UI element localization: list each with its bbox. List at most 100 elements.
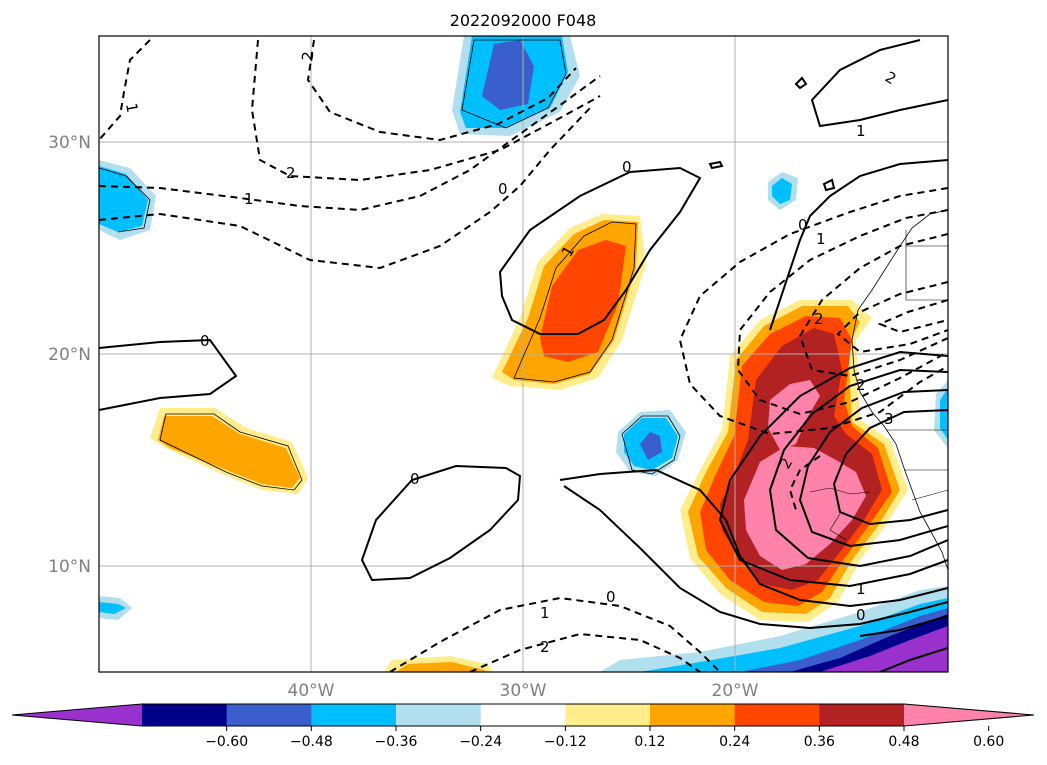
contour-label: 2: [286, 164, 296, 182]
contour-label: 2: [856, 376, 866, 394]
colorbar-segment: [396, 704, 482, 726]
dashed-contour-a: [99, 39, 151, 141]
colorbar-tick-label: −0.24: [459, 734, 502, 750]
thin-contour-north: [461, 39, 567, 129]
contour-label: 1: [856, 122, 866, 140]
anomaly-patch-north-core: [482, 40, 534, 110]
colorbar-segment: [734, 704, 820, 726]
anomaly-patch-central-core: [540, 240, 626, 362]
contour-label: 0: [410, 470, 420, 488]
map-frame: [98, 35, 949, 673]
solid-contour-east-top: [769, 159, 948, 331]
thin-contour-central: [513, 221, 637, 383]
dashed-contour-g: [736, 209, 948, 416]
latitude-labels: 30°N 20°N 10°N: [48, 133, 91, 577]
anomaly-patch-edge-west-core: [99, 602, 126, 614]
colorbar-segment: [819, 704, 905, 726]
dashed-contour-b: [306, 39, 577, 142]
contour-label: 2: [298, 50, 317, 63]
colorbar-segment: [480, 704, 566, 726]
colorbar-extend-low: [12, 704, 142, 726]
solid-contour-corner-2: [879, 647, 948, 672]
anomaly-corner-se-5: [820, 626, 948, 672]
solid-contours: [99, 39, 948, 672]
colorbar-tick-label: 0.12: [634, 734, 665, 750]
colorbar-tick-label: −0.48: [290, 734, 333, 750]
map-title: 2022092000 F048: [450, 11, 597, 30]
colorbar-tick-label: −0.36: [375, 734, 418, 750]
colorbar-segment: [311, 704, 397, 726]
solid-contour-north: [498, 166, 702, 335]
contour-label: 2: [540, 638, 550, 656]
lon-label-40w: 40°W: [288, 681, 335, 701]
anomaly-patch-south-core: [396, 662, 486, 672]
solid-contour-ring-3: [798, 389, 948, 548]
contour-label: 1: [816, 230, 826, 248]
colorbar-segment: [650, 704, 736, 726]
colorbar-extend-high: [904, 704, 1034, 726]
colorbar-tick-label: 0.60: [973, 734, 1004, 750]
colorbar-segment: [226, 704, 312, 726]
contour-label: 1: [244, 190, 254, 208]
contour-label: 0: [798, 216, 808, 234]
contour-label: 0: [606, 588, 616, 606]
colorbar-tick-label: −0.12: [544, 734, 587, 750]
anomaly-patch-mid-core: [640, 432, 662, 460]
colorbar-outline: [11, 703, 1035, 727]
shading-positive: [150, 214, 908, 672]
lat-label-30n: 30°N: [48, 133, 91, 153]
thin-contours: [99, 39, 681, 491]
dashed-contour-h: [798, 233, 948, 378]
dashed-contour-j: [877, 299, 948, 334]
solid-contour-closed: [360, 464, 522, 582]
dashed-contour-south-b: [469, 632, 701, 672]
lon-label-30w: 30°W: [500, 681, 547, 701]
anomaly-patch-edge-east-core: [940, 388, 948, 440]
map-panel: 2 1 2 1 0 0 1 2 0 0 1 2 3 2 1 0 0 1 2 1: [98, 35, 949, 673]
colorbar-segment: [565, 704, 651, 726]
colorbar-tick-label: −0.60: [205, 734, 248, 750]
solid-contour-ring-4: [832, 409, 948, 526]
lat-label-10n: 10°N: [48, 557, 91, 577]
country-borders: [809, 230, 948, 541]
solid-contour-ring-2: [768, 368, 948, 568]
contour-label: 1: [540, 604, 550, 622]
dashed-contour-d: [99, 75, 601, 212]
thin-contour-mid: [621, 415, 681, 475]
dashed-contours: [99, 39, 948, 672]
contour-label: 0: [856, 606, 866, 624]
dashed-contour-i: [836, 281, 948, 354]
lon-label-20w: 20°W: [712, 681, 759, 701]
colorbar-tick-label: 0.36: [804, 734, 835, 750]
contour-label: 0: [498, 180, 508, 198]
anomaly-patch-east-pink-north: [768, 380, 820, 450]
solid-contour-corner: [859, 615, 948, 637]
contour-label: 2: [814, 310, 824, 328]
lat-label-20n: 20°N: [48, 345, 91, 365]
dashed-contour-e: [99, 107, 591, 270]
solid-contour-ne: [810, 39, 948, 128]
solid-contour-ring-1: [718, 350, 948, 588]
anomaly-patch-west: [158, 416, 300, 488]
contour-label: 1: [856, 580, 866, 598]
graticule: [99, 36, 948, 672]
solid-contour-west: [99, 338, 238, 411]
anomaly-patch-small-east-core: [772, 178, 792, 204]
solid-contour-blob-3: [822, 178, 836, 192]
solid-contour-blob-1: [708, 160, 724, 170]
solid-contour-main-2: [563, 485, 948, 630]
dashed-contour-south-a: [389, 596, 721, 672]
thin-contour-west: [159, 413, 303, 491]
contour-label: 0: [622, 158, 632, 176]
contour-label: 3: [884, 410, 894, 428]
colorbar-segment: [142, 704, 228, 726]
dashed-contour-c: [250, 39, 601, 182]
contour-label: 0: [200, 332, 210, 350]
colorbar: −0.60 −0.48 −0.36 −0.24 −0.12 0.12 0.24 0.36 0.4…: [11, 703, 1035, 750]
solid-contour-blob-2: [794, 76, 808, 90]
colorbar-tick-label: 0.24: [719, 734, 750, 750]
colorbar-tick-label: 0.48: [888, 734, 919, 750]
contour-label: 1: [122, 102, 141, 115]
contour-labels: 2 1 2 1 0 0 1 2 0 0 1 2 3 2 1 0 0 1 2 1: [122, 50, 899, 656]
